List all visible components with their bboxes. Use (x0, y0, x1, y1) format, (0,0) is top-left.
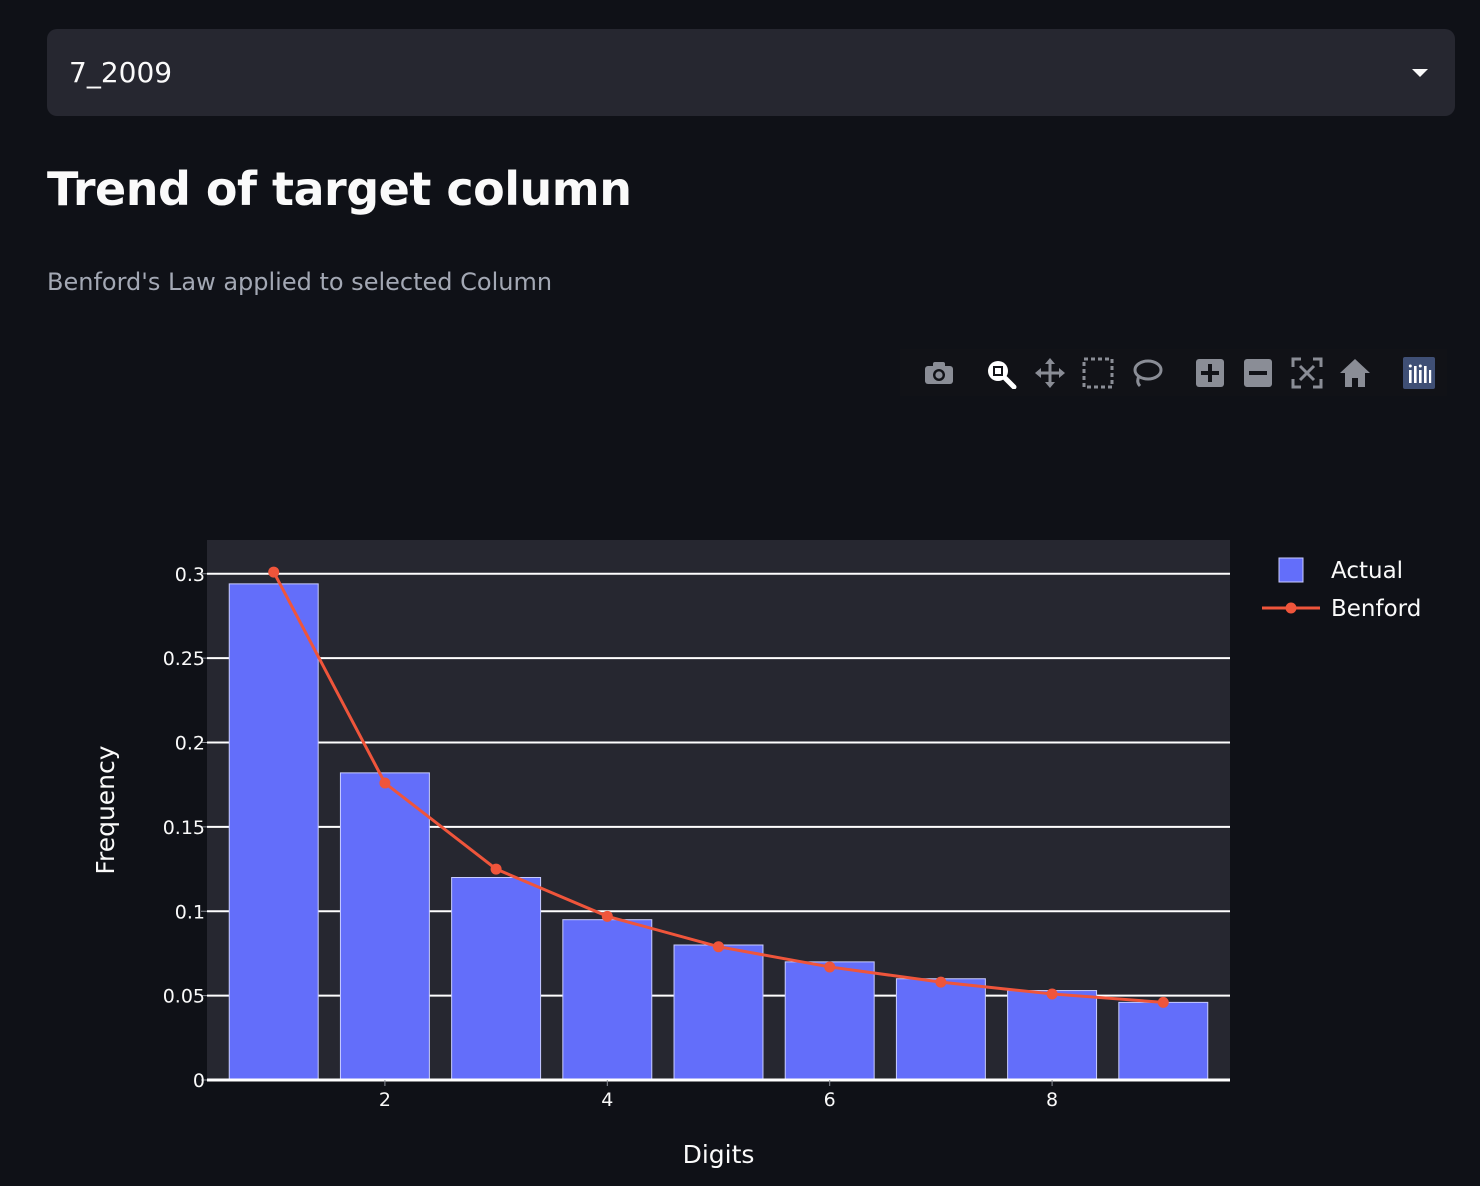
legend: Actual Benford (1262, 557, 1421, 622)
zoom-out-icon[interactable] (1241, 357, 1275, 389)
benford-point-8[interactable] (1046, 988, 1058, 1000)
benford-point-3[interactable] (490, 863, 502, 875)
plotly-logo-icon[interactable] (1402, 357, 1436, 389)
axis-labels: 0 0.05 0.1 0.15 0.2 0.25 0.3 2 4 6 8 Digits Frequenc… (91, 564, 1058, 1169)
x-tick-label: 4 (601, 1089, 613, 1111)
y-tick-label: 0.15 (163, 817, 205, 839)
y-tick-label: 0.25 (163, 648, 205, 670)
benford-point-6[interactable] (824, 961, 836, 973)
zoom-icon[interactable] (984, 357, 1018, 389)
legend-item-1[interactable]: Actual (1278, 557, 1403, 584)
benford-point-2[interactable] (379, 777, 391, 789)
benford-point-5[interactable] (713, 941, 724, 953)
dataset-select[interactable]: 7_2009 (47, 29, 1455, 116)
benford-point-7[interactable] (935, 976, 947, 988)
page-title: Trend of target column (47, 162, 632, 216)
y-tick-label: 0 (193, 1070, 205, 1092)
y-axis-title: Frequency (91, 745, 120, 874)
chart-modebar (900, 349, 1447, 396)
bar-actual-8[interactable] (1007, 990, 1098, 1081)
benford-line (268, 566, 1169, 1008)
legend-swatch-bar (1278, 557, 1304, 583)
axes (207, 1078, 1230, 1086)
page-subtitle: Benford's Law applied to selected Column (47, 268, 553, 296)
zoom-in-icon[interactable] (1193, 357, 1227, 389)
lasso-select-icon[interactable] (1129, 357, 1163, 389)
bar-actual-6[interactable] (784, 961, 875, 1081)
autoscale-icon[interactable] (1290, 357, 1324, 389)
select-value: 7_2009 (69, 56, 173, 89)
chevron-down-icon[interactable] (1412, 69, 1428, 77)
x-tick-label: 8 (1046, 1089, 1058, 1111)
y-tick-label: 0.2 (175, 733, 205, 755)
legend-swatch-marker (1285, 602, 1297, 614)
pan-icon[interactable] (1033, 357, 1067, 389)
benford-chart[interactable]: 0 0.05 0.1 0.15 0.2 0.25 0.3 2 4 6 8 Digits Frequenc… (0, 420, 1480, 1186)
bar-actual-4[interactable] (562, 919, 653, 1081)
x-tick-label: 6 (824, 1089, 836, 1111)
bar-actual-2[interactable] (339, 772, 430, 1081)
legend-label: Benford (1331, 596, 1421, 622)
bar-actual-3[interactable] (451, 877, 542, 1081)
benford-point-4[interactable] (601, 910, 613, 922)
x-axis-title: Digits (683, 1140, 755, 1169)
chart-container: 0 0.05 0.1 0.15 0.2 0.25 0.3 2 4 6 8 Digits Frequenc… (0, 420, 1480, 1186)
y-tick-label: 0.05 (163, 986, 205, 1008)
reset-axes-icon[interactable] (1338, 357, 1372, 389)
bar-actual-7[interactable] (895, 978, 986, 1081)
camera-icon[interactable] (922, 357, 956, 389)
bar-actual-1[interactable] (228, 583, 319, 1081)
bar-actual-5[interactable] (673, 944, 764, 1081)
box-select-icon[interactable] (1081, 357, 1115, 389)
x-tick-label: 2 (379, 1089, 391, 1111)
actual-bars (228, 583, 1209, 1081)
benford-point-9[interactable] (1157, 996, 1169, 1008)
y-tick-label: 0.1 (175, 901, 205, 923)
bar-actual-9[interactable] (1118, 1001, 1209, 1081)
y-tick-label: 0.3 (175, 564, 205, 586)
legend-label: Actual (1331, 558, 1403, 584)
benford-point-1[interactable] (268, 566, 280, 578)
legend-item-2[interactable]: Benford (1262, 596, 1421, 622)
